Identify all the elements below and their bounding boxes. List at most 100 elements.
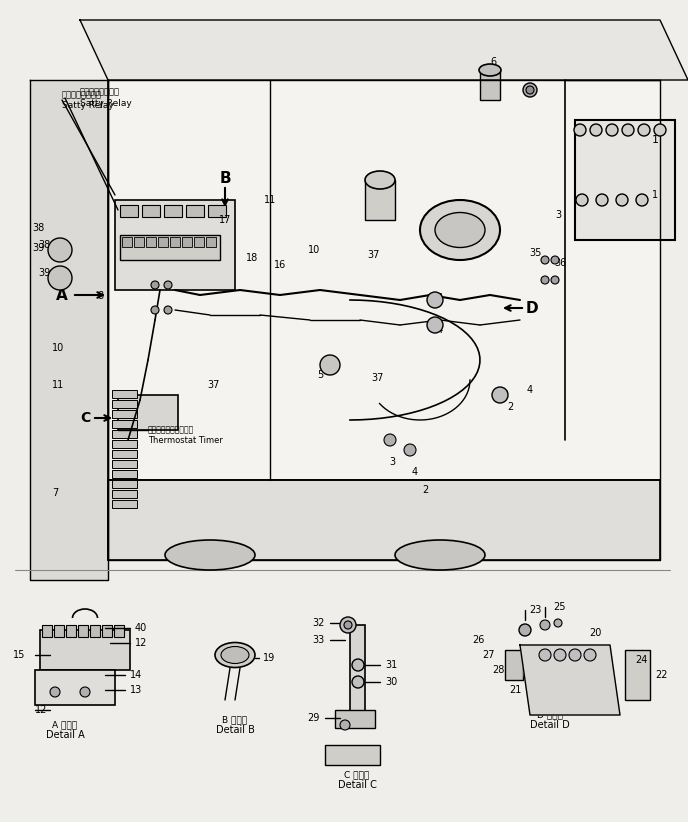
Circle shape <box>352 659 364 671</box>
Text: 38: 38 <box>38 240 50 250</box>
Text: Satty Relay: Satty Relay <box>80 99 131 108</box>
Bar <box>194 237 204 247</box>
Bar <box>505 650 523 680</box>
Ellipse shape <box>221 646 249 663</box>
Bar <box>112 470 137 478</box>
Bar <box>112 480 137 488</box>
Circle shape <box>427 292 443 308</box>
Bar <box>625 650 650 700</box>
Bar <box>118 395 178 430</box>
Bar <box>66 625 76 637</box>
Text: A 詳細図: A 詳細図 <box>52 721 78 729</box>
Circle shape <box>541 276 549 284</box>
Circle shape <box>638 124 650 136</box>
Bar <box>480 70 500 100</box>
Text: Detail D: Detail D <box>530 720 570 730</box>
Text: 15: 15 <box>12 650 25 660</box>
Bar <box>115 200 235 290</box>
Circle shape <box>526 86 534 94</box>
Text: 33: 33 <box>313 635 325 645</box>
Text: 37: 37 <box>367 250 379 260</box>
Text: B 詳細図: B 詳細図 <box>222 715 248 724</box>
Bar <box>182 237 192 247</box>
Bar <box>112 430 137 438</box>
Bar <box>108 480 660 560</box>
Text: Satty Relay: Satty Relay <box>62 100 114 109</box>
Bar <box>112 450 137 458</box>
Text: 21: 21 <box>509 685 522 695</box>
Text: B: B <box>219 170 230 186</box>
Circle shape <box>151 306 159 314</box>
Text: セーフテイリレー: セーフテイリレー <box>62 90 102 99</box>
Text: 3: 3 <box>389 457 395 467</box>
Ellipse shape <box>215 643 255 667</box>
Text: 26: 26 <box>473 635 485 645</box>
Bar <box>54 625 64 637</box>
Bar <box>90 625 100 637</box>
Text: D: D <box>526 301 538 316</box>
Circle shape <box>554 619 562 627</box>
Text: 35: 35 <box>529 248 541 258</box>
Text: Detail B: Detail B <box>215 725 255 735</box>
Bar <box>120 235 220 260</box>
Text: 23: 23 <box>529 605 541 615</box>
Bar <box>112 440 137 448</box>
Text: 8: 8 <box>97 291 103 301</box>
Text: 40: 40 <box>135 623 147 633</box>
Text: 34: 34 <box>431 325 443 335</box>
Text: 28: 28 <box>493 665 505 675</box>
Bar <box>208 205 226 217</box>
Bar <box>42 625 52 637</box>
Text: 12: 12 <box>135 638 147 648</box>
Bar <box>146 237 156 247</box>
Ellipse shape <box>420 200 500 260</box>
Bar <box>325 745 380 765</box>
Circle shape <box>404 444 416 456</box>
Text: 27: 27 <box>482 650 495 660</box>
Bar <box>102 625 112 637</box>
Bar <box>40 630 130 670</box>
Bar <box>122 237 132 247</box>
Circle shape <box>320 355 340 375</box>
Text: 5: 5 <box>331 363 337 373</box>
Text: 11: 11 <box>264 195 276 205</box>
Circle shape <box>340 617 356 633</box>
Text: 36: 36 <box>554 258 566 268</box>
Ellipse shape <box>395 540 485 570</box>
Text: 17: 17 <box>219 215 231 225</box>
Ellipse shape <box>435 213 485 247</box>
Text: Thermostat Timer: Thermostat Timer <box>148 436 223 445</box>
Text: 1: 1 <box>652 135 658 145</box>
Text: 25: 25 <box>554 602 566 612</box>
Text: 4: 4 <box>412 467 418 477</box>
Circle shape <box>616 194 628 206</box>
Text: 18: 18 <box>246 253 258 263</box>
Text: 31: 31 <box>385 660 397 670</box>
Text: 11: 11 <box>52 380 64 390</box>
Text: C: C <box>80 411 90 425</box>
Polygon shape <box>30 80 108 580</box>
Circle shape <box>523 83 537 97</box>
Bar <box>365 180 395 220</box>
Bar <box>112 490 137 498</box>
Text: 16: 16 <box>274 260 286 270</box>
Circle shape <box>340 720 350 730</box>
Text: 20: 20 <box>589 628 601 638</box>
Circle shape <box>551 256 559 264</box>
Circle shape <box>164 306 172 314</box>
Text: 2: 2 <box>502 390 508 400</box>
Circle shape <box>569 649 581 661</box>
Text: 10: 10 <box>308 245 320 255</box>
Bar <box>112 390 137 398</box>
Text: A: A <box>56 288 68 302</box>
Circle shape <box>151 281 159 289</box>
Circle shape <box>596 194 608 206</box>
Bar <box>164 205 182 217</box>
Circle shape <box>540 620 550 630</box>
Circle shape <box>539 649 551 661</box>
Circle shape <box>50 687 60 697</box>
Text: 7: 7 <box>52 488 58 498</box>
Text: 1: 1 <box>652 190 658 200</box>
Circle shape <box>551 276 559 284</box>
Text: 37: 37 <box>207 380 219 390</box>
